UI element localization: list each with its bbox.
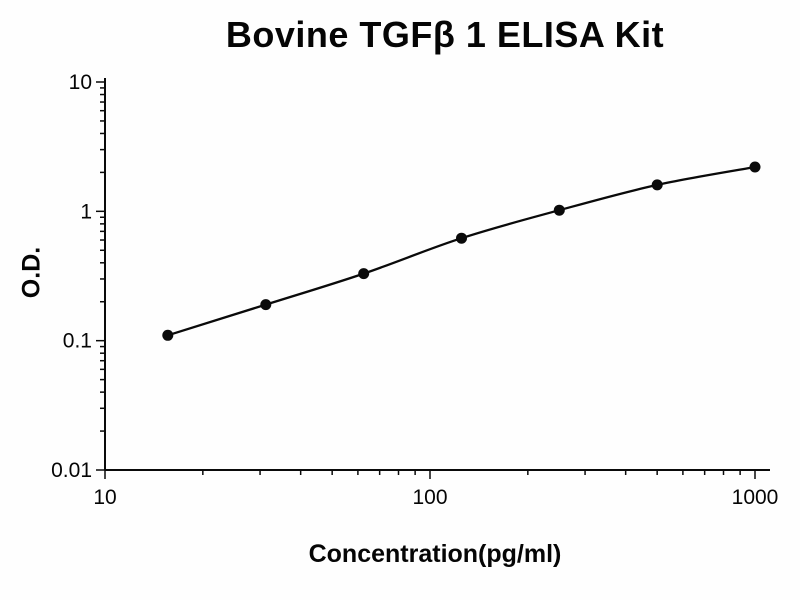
curve-line bbox=[167, 165, 756, 337]
data-point-marker bbox=[553, 204, 565, 216]
data-point-marker bbox=[358, 268, 370, 280]
y-axis-label: O.D. bbox=[17, 246, 46, 299]
series-standard-curve bbox=[162, 161, 761, 341]
y-tick-label: 1 bbox=[80, 200, 92, 223]
y-tick-label: 0.01 bbox=[51, 459, 92, 482]
data-point-marker bbox=[749, 161, 761, 173]
data-point-marker bbox=[651, 179, 663, 191]
data-point-marker bbox=[162, 329, 174, 341]
chart-title: Bovine TGFβ 1 ELISA Kit bbox=[225, 14, 665, 55]
y-tick-label: 10 bbox=[69, 71, 92, 94]
axes bbox=[104, 78, 770, 471]
y-tick-label: 0.1 bbox=[63, 330, 92, 353]
x-tick-label: 1000 bbox=[732, 486, 779, 509]
x-tick-label: 100 bbox=[412, 486, 447, 509]
data-point-marker bbox=[456, 232, 467, 244]
tick-labels: 10 100 1000 10 1 0.1 0.01 bbox=[51, 71, 778, 509]
x-axis-label: Concentration(pg/ml) bbox=[308, 540, 562, 568]
data-point-marker bbox=[260, 299, 272, 311]
tick-marks bbox=[96, 81, 756, 479]
x-tick-label: 10 bbox=[93, 486, 116, 509]
